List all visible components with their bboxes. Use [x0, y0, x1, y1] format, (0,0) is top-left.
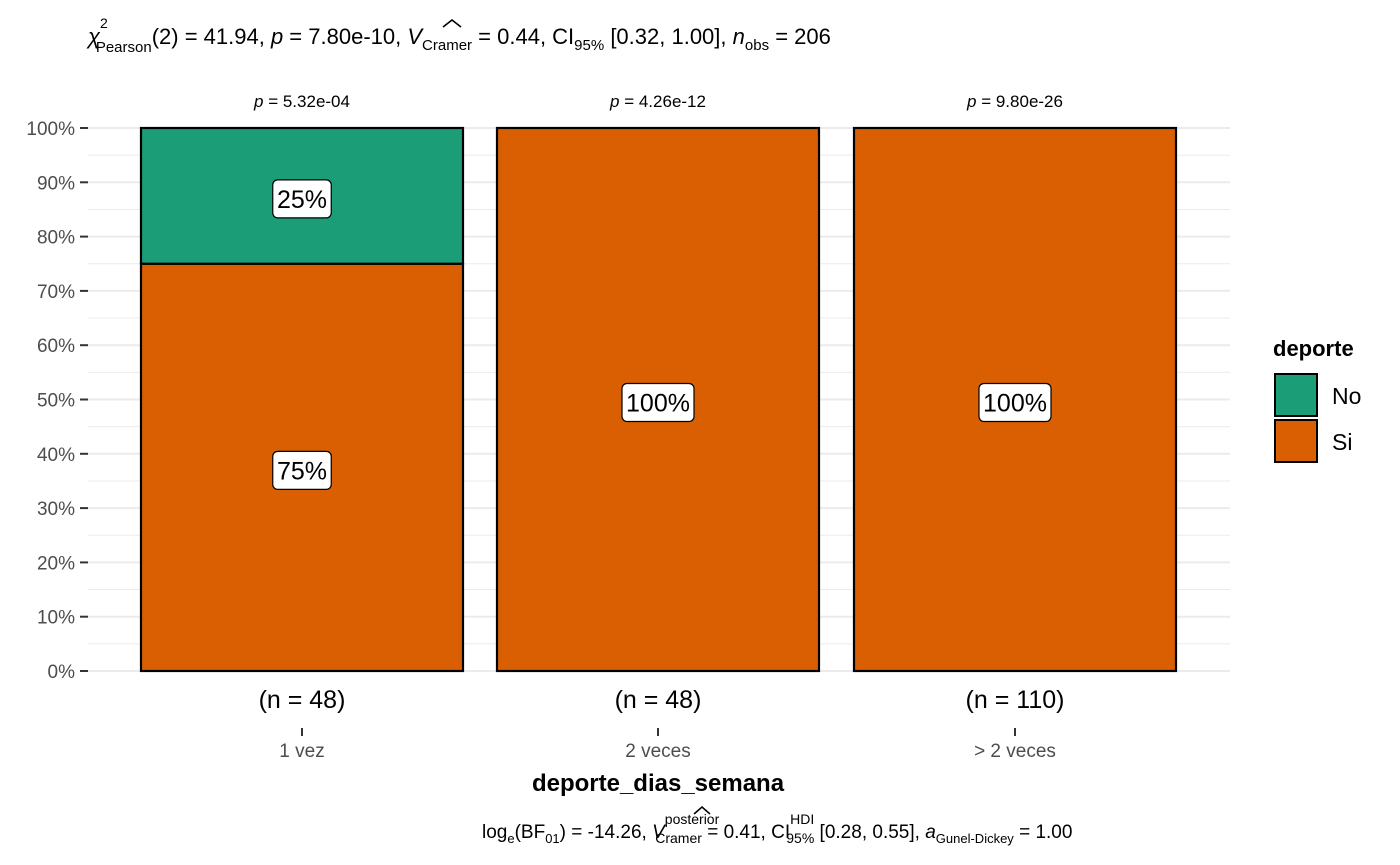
y-tick-label: 80% — [37, 228, 75, 249]
x-tick-label: 1 vez — [279, 741, 324, 762]
legend-label: Si — [1332, 429, 1352, 455]
y-axis: 0% 10% 20% 30% 40% 50% 60% 70% 80% 90% 100% — [26, 119, 88, 683]
x-axis-title: deporte_dias_semana — [532, 770, 785, 797]
legend-title: deporte — [1273, 336, 1354, 361]
p-value-label: p = 9.80e-26 — [966, 92, 1063, 111]
count-label: (n = 110) — [966, 686, 1065, 714]
bar-label-box — [272, 179, 332, 219]
count-label: (n = 48) — [259, 686, 346, 714]
y-tick-label: 30% — [37, 499, 75, 520]
bar-label-box — [272, 450, 332, 490]
y-tick-label: 70% — [37, 282, 75, 303]
bar-label: 25% — [277, 186, 327, 214]
chart-subtitle: χ2 Pearson(2) = 41.94, p = 7.80e-10, VCra… — [86, 15, 831, 56]
caption-v-hat — [693, 806, 711, 815]
y-tick-label: 20% — [37, 553, 75, 574]
count-label: (n = 48) — [615, 686, 702, 714]
bar-label-box — [621, 382, 695, 423]
bar-label: 75% — [277, 457, 327, 485]
y-tick-label: 100% — [26, 119, 75, 140]
bar-label: 100% — [626, 390, 690, 418]
bar-label: 100% — [983, 390, 1047, 418]
x-axis: (n = 48) 1 vez (n = 48) 2 veces (n = 110) > 2… — [259, 686, 1065, 762]
x-tick-label: 2 veces — [625, 741, 690, 762]
subtitle-v-hat — [442, 18, 462, 28]
y-tick-label: 40% — [37, 445, 75, 466]
p-value-label: p = 4.26e-12 — [609, 92, 706, 111]
legend-key-no — [1274, 373, 1318, 417]
bar-label-box — [978, 382, 1052, 423]
x-tick-label: > 2 veces — [974, 741, 1056, 762]
bar-labels: 75% 25% 100% 100% — [272, 179, 1052, 490]
y-tick-label: 90% — [37, 173, 75, 194]
y-tick-label: 50% — [37, 391, 75, 412]
y-tick-label: 10% — [37, 608, 75, 629]
legend-key-si — [1274, 419, 1318, 463]
chart-caption: loge(BF01) = -14.26, Vposterior Cramer = … — [482, 811, 1072, 846]
legend: deporte No Si — [1273, 336, 1361, 463]
p-value-labels: p = 5.32e-04 p = 4.26e-12 p = 9.80e-26 — [253, 92, 1063, 111]
legend-label: No — [1332, 383, 1361, 409]
y-tick-label: 0% — [48, 662, 76, 683]
y-tick-label: 60% — [37, 336, 75, 357]
p-value-label: p = 5.32e-04 — [253, 92, 350, 111]
